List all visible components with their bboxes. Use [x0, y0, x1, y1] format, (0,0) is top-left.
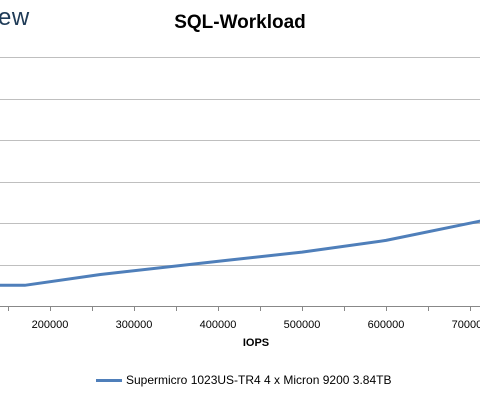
legend-swatch	[96, 378, 122, 382]
logo-fragment: ew	[0, 4, 30, 31]
series-line-0	[0, 219, 480, 287]
x-tick-label: 200000	[32, 319, 69, 331]
x-tick-labels: 200000 300000 400000 500000 600000 700000	[32, 319, 480, 331]
gridlines	[0, 57, 480, 307]
legend-label: Supermicro 1023US-TR4 4 x Micron 9200 3.…	[126, 373, 392, 387]
axes	[0, 306, 480, 311]
chart-title: SQL-Workload	[174, 12, 306, 33]
x-axis-label: IOPS	[242, 337, 270, 349]
x-tick-label: 600000	[368, 319, 405, 331]
x-tick-label: 500000	[284, 319, 321, 331]
x-tick-label: 400000	[200, 319, 237, 331]
x-tick-label: 700000	[452, 319, 480, 331]
x-tick-label: 300000	[116, 319, 153, 331]
legend: Supermicro 1023US-TR4 4 x Micron 9200 3.…	[96, 372, 391, 388]
series-lines	[0, 219, 480, 287]
